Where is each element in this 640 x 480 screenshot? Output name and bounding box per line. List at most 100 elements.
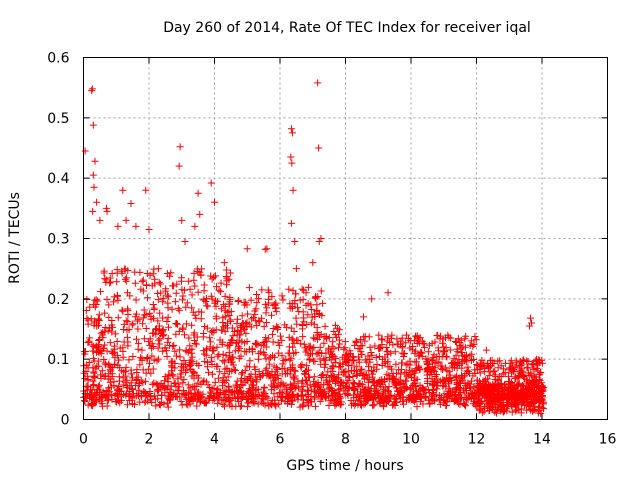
x-tick-label: 2 [145, 432, 154, 448]
data-point [188, 291, 196, 299]
data-point [139, 366, 147, 374]
data-point [467, 357, 475, 365]
data-point [162, 347, 170, 355]
data-point [537, 387, 545, 395]
data-point [169, 342, 177, 350]
data-point [387, 365, 395, 373]
data-point [302, 301, 310, 309]
data-point [287, 365, 295, 373]
data-point [376, 345, 384, 353]
data-point [234, 315, 242, 323]
data-point [95, 311, 103, 319]
data-point [96, 216, 104, 224]
data-point [256, 318, 264, 326]
data-point [178, 216, 186, 224]
data-point [148, 352, 156, 360]
data-point [202, 399, 210, 407]
data-point [176, 370, 184, 378]
data-point [184, 401, 192, 409]
data-point [331, 358, 339, 366]
data-point [451, 395, 459, 403]
data-point [136, 398, 144, 406]
data-point [202, 346, 210, 354]
data-point [209, 326, 217, 334]
data-point [156, 340, 164, 348]
data-point [496, 357, 504, 365]
data-point [473, 386, 481, 394]
data-point [192, 314, 200, 322]
data-point [179, 324, 187, 332]
data-point [113, 338, 121, 345]
data-point [430, 396, 438, 404]
data-point [217, 279, 225, 287]
data-point [283, 323, 291, 331]
data-point [124, 401, 132, 409]
data-point [429, 386, 437, 394]
data-point [288, 299, 296, 307]
data-point [188, 353, 196, 361]
data-point [445, 368, 453, 376]
data-point [244, 310, 252, 318]
data-point [526, 322, 534, 330]
data-point [424, 348, 432, 356]
data-point [143, 270, 151, 278]
data-point [218, 340, 226, 348]
data-point [262, 393, 270, 401]
data-point [279, 296, 287, 304]
data-point [310, 320, 318, 328]
data-point [288, 335, 296, 343]
data-point [286, 349, 294, 357]
data-point [404, 396, 412, 404]
data-point [384, 358, 392, 366]
data-point [430, 351, 438, 359]
data-point [359, 388, 367, 396]
data-point [346, 373, 354, 381]
data-point [466, 352, 474, 360]
data-point [286, 304, 294, 312]
data-point [285, 343, 293, 351]
data-point [320, 339, 328, 347]
data-point [524, 396, 532, 404]
data-point [229, 394, 237, 402]
data-point [175, 327, 183, 335]
data-point [122, 390, 130, 398]
data-point [257, 348, 265, 356]
data-point [108, 321, 116, 329]
data-point [184, 348, 192, 356]
data-point [103, 387, 111, 395]
data-point [457, 395, 465, 403]
data-point [108, 395, 116, 403]
data-point [486, 357, 494, 365]
data-point [113, 278, 121, 286]
data-point [272, 299, 280, 307]
x-tick-label: 4 [210, 432, 219, 448]
data-point [194, 189, 202, 197]
data-point [123, 289, 131, 297]
x-tick-label: 6 [276, 432, 285, 448]
data-point [142, 311, 150, 319]
data-point [175, 162, 183, 170]
data-point [455, 356, 463, 364]
data-point [258, 286, 266, 294]
data-point [196, 210, 204, 218]
data-point [289, 287, 297, 295]
data-point [360, 313, 368, 321]
data-point [149, 270, 157, 278]
data-point [321, 322, 329, 330]
data-point [330, 328, 338, 336]
data-point [286, 356, 294, 364]
data-point [170, 379, 178, 387]
data-point [335, 344, 343, 352]
data-point [305, 366, 313, 374]
data-point [530, 406, 538, 414]
data-point [313, 306, 321, 314]
data-point [325, 344, 333, 352]
data-point [115, 385, 123, 393]
data-point [439, 365, 447, 373]
data-point [214, 297, 222, 305]
data-point [300, 340, 308, 348]
data-point [108, 328, 116, 336]
data-point [400, 350, 408, 358]
data-point [110, 298, 118, 306]
data-point [204, 381, 212, 389]
